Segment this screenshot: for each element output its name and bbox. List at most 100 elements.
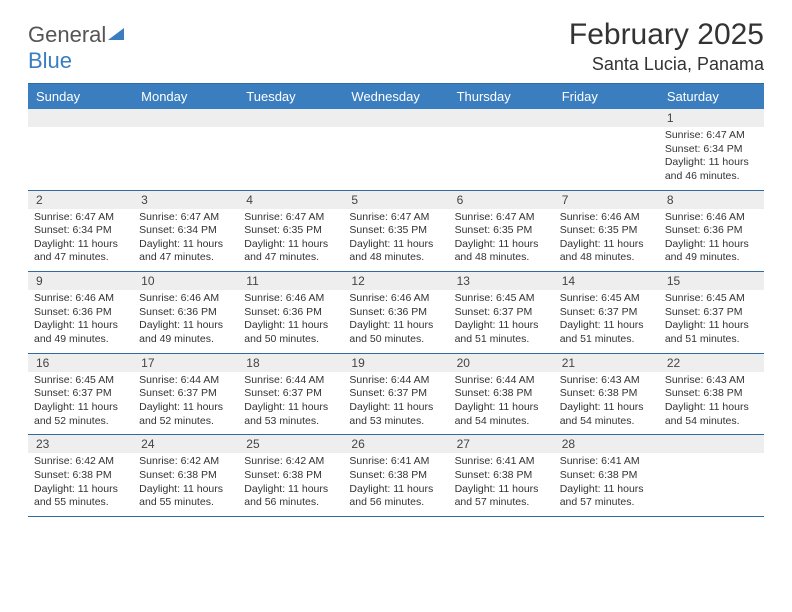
date-number: 23 bbox=[28, 435, 133, 453]
day1-text: Daylight: 11 hours bbox=[139, 401, 232, 415]
day2-text: and 50 minutes. bbox=[244, 333, 337, 347]
day2-text: and 48 minutes. bbox=[349, 251, 442, 265]
calendar-cell: Sunrise: 6:46 AMSunset: 6:36 PMDaylight:… bbox=[343, 290, 448, 353]
sunrise-text: Sunrise: 6:47 AM bbox=[139, 211, 232, 225]
day1-text: Daylight: 11 hours bbox=[455, 401, 548, 415]
day1-text: Daylight: 11 hours bbox=[139, 483, 232, 497]
calendar-cell: Sunrise: 6:44 AMSunset: 6:37 PMDaylight:… bbox=[343, 372, 448, 435]
day1-text: Daylight: 11 hours bbox=[34, 483, 127, 497]
day1-text: Daylight: 11 hours bbox=[560, 238, 653, 252]
week-body: Sunrise: 6:45 AMSunset: 6:37 PMDaylight:… bbox=[28, 372, 764, 435]
date-number: 19 bbox=[343, 354, 448, 372]
day2-text: and 57 minutes. bbox=[455, 496, 548, 510]
date-number: 3 bbox=[133, 191, 238, 209]
date-number bbox=[659, 435, 764, 453]
day1-text: Daylight: 11 hours bbox=[560, 483, 653, 497]
day2-text: and 57 minutes. bbox=[560, 496, 653, 510]
sunrise-text: Sunrise: 6:45 AM bbox=[560, 292, 653, 306]
day2-text: and 51 minutes. bbox=[455, 333, 548, 347]
logo-text-2: Blue bbox=[28, 48, 72, 73]
week-row: 2345678Sunrise: 6:47 AMSunset: 6:34 PMDa… bbox=[28, 191, 764, 273]
sunset-text: Sunset: 6:38 PM bbox=[244, 469, 337, 483]
sunset-text: Sunset: 6:36 PM bbox=[34, 306, 127, 320]
day-header: Saturday bbox=[659, 84, 764, 109]
date-number bbox=[449, 109, 554, 127]
calendar-cell: Sunrise: 6:44 AMSunset: 6:38 PMDaylight:… bbox=[449, 372, 554, 435]
sunrise-text: Sunrise: 6:45 AM bbox=[455, 292, 548, 306]
date-number: 27 bbox=[449, 435, 554, 453]
calendar-cell: Sunrise: 6:43 AMSunset: 6:38 PMDaylight:… bbox=[554, 372, 659, 435]
date-row: 9101112131415 bbox=[28, 272, 764, 290]
day1-text: Daylight: 11 hours bbox=[244, 238, 337, 252]
date-number: 26 bbox=[343, 435, 448, 453]
week-body: Sunrise: 6:42 AMSunset: 6:38 PMDaylight:… bbox=[28, 453, 764, 516]
calendar-cell: Sunrise: 6:46 AMSunset: 6:36 PMDaylight:… bbox=[659, 209, 764, 272]
sunrise-text: Sunrise: 6:44 AM bbox=[349, 374, 442, 388]
calendar-cell: Sunrise: 6:45 AMSunset: 6:37 PMDaylight:… bbox=[659, 290, 764, 353]
page-title: February 2025 bbox=[569, 18, 764, 52]
sunrise-text: Sunrise: 6:47 AM bbox=[244, 211, 337, 225]
logo-line2: Blue bbox=[28, 48, 126, 74]
day2-text: and 50 minutes. bbox=[349, 333, 442, 347]
date-number bbox=[343, 109, 448, 127]
day1-text: Daylight: 11 hours bbox=[665, 319, 758, 333]
day2-text: and 52 minutes. bbox=[139, 415, 232, 429]
day2-text: and 54 minutes. bbox=[455, 415, 548, 429]
sunset-text: Sunset: 6:38 PM bbox=[560, 469, 653, 483]
week-row: 9101112131415Sunrise: 6:46 AMSunset: 6:3… bbox=[28, 272, 764, 354]
day2-text: and 47 minutes. bbox=[244, 251, 337, 265]
sunset-text: Sunset: 6:36 PM bbox=[349, 306, 442, 320]
calendar-cell: Sunrise: 6:42 AMSunset: 6:38 PMDaylight:… bbox=[238, 453, 343, 516]
day-header: Friday bbox=[554, 84, 659, 109]
calendar-cell bbox=[238, 127, 343, 190]
day1-text: Daylight: 11 hours bbox=[139, 238, 232, 252]
sunset-text: Sunset: 6:37 PM bbox=[34, 387, 127, 401]
date-number: 25 bbox=[238, 435, 343, 453]
calendar-cell: Sunrise: 6:47 AMSunset: 6:35 PMDaylight:… bbox=[343, 209, 448, 272]
calendar-cell: Sunrise: 6:45 AMSunset: 6:37 PMDaylight:… bbox=[554, 290, 659, 353]
sunset-text: Sunset: 6:34 PM bbox=[139, 224, 232, 238]
sunset-text: Sunset: 6:38 PM bbox=[34, 469, 127, 483]
day2-text: and 49 minutes. bbox=[665, 251, 758, 265]
sunrise-text: Sunrise: 6:45 AM bbox=[665, 292, 758, 306]
day2-text: and 56 minutes. bbox=[349, 496, 442, 510]
day2-text: and 53 minutes. bbox=[349, 415, 442, 429]
calendar-cell bbox=[133, 127, 238, 190]
date-number: 6 bbox=[449, 191, 554, 209]
sunrise-text: Sunrise: 6:42 AM bbox=[244, 455, 337, 469]
sunrise-text: Sunrise: 6:44 AM bbox=[455, 374, 548, 388]
day1-text: Daylight: 11 hours bbox=[34, 238, 127, 252]
date-number bbox=[238, 109, 343, 127]
calendar-cell: Sunrise: 6:43 AMSunset: 6:38 PMDaylight:… bbox=[659, 372, 764, 435]
calendar-cell bbox=[343, 127, 448, 190]
day2-text: and 56 minutes. bbox=[244, 496, 337, 510]
day2-text: and 54 minutes. bbox=[665, 415, 758, 429]
day1-text: Daylight: 11 hours bbox=[139, 319, 232, 333]
calendar-cell: Sunrise: 6:47 AMSunset: 6:35 PMDaylight:… bbox=[449, 209, 554, 272]
day2-text: and 49 minutes. bbox=[34, 333, 127, 347]
sunrise-text: Sunrise: 6:43 AM bbox=[665, 374, 758, 388]
logo-sail-icon bbox=[106, 22, 126, 48]
calendar-cell: Sunrise: 6:42 AMSunset: 6:38 PMDaylight:… bbox=[133, 453, 238, 516]
date-number: 28 bbox=[554, 435, 659, 453]
week-body: Sunrise: 6:47 AMSunset: 6:34 PMDaylight:… bbox=[28, 127, 764, 190]
sunrise-text: Sunrise: 6:41 AM bbox=[349, 455, 442, 469]
calendar-cell bbox=[554, 127, 659, 190]
day2-text: and 46 minutes. bbox=[665, 170, 758, 184]
calendar-cell: Sunrise: 6:47 AMSunset: 6:34 PMDaylight:… bbox=[28, 209, 133, 272]
calendar-cell: Sunrise: 6:46 AMSunset: 6:36 PMDaylight:… bbox=[238, 290, 343, 353]
day2-text: and 52 minutes. bbox=[34, 415, 127, 429]
sunset-text: Sunset: 6:36 PM bbox=[665, 224, 758, 238]
calendar-cell bbox=[449, 127, 554, 190]
logo: General Blue bbox=[28, 18, 126, 74]
day-header: Sunday bbox=[28, 84, 133, 109]
date-row: 232425262728 bbox=[28, 435, 764, 453]
date-number: 18 bbox=[238, 354, 343, 372]
calendar-cell bbox=[28, 127, 133, 190]
date-number: 17 bbox=[133, 354, 238, 372]
day1-text: Daylight: 11 hours bbox=[665, 156, 758, 170]
date-number bbox=[554, 109, 659, 127]
sunset-text: Sunset: 6:36 PM bbox=[244, 306, 337, 320]
calendar-cell: Sunrise: 6:41 AMSunset: 6:38 PMDaylight:… bbox=[554, 453, 659, 516]
sunset-text: Sunset: 6:34 PM bbox=[665, 143, 758, 157]
